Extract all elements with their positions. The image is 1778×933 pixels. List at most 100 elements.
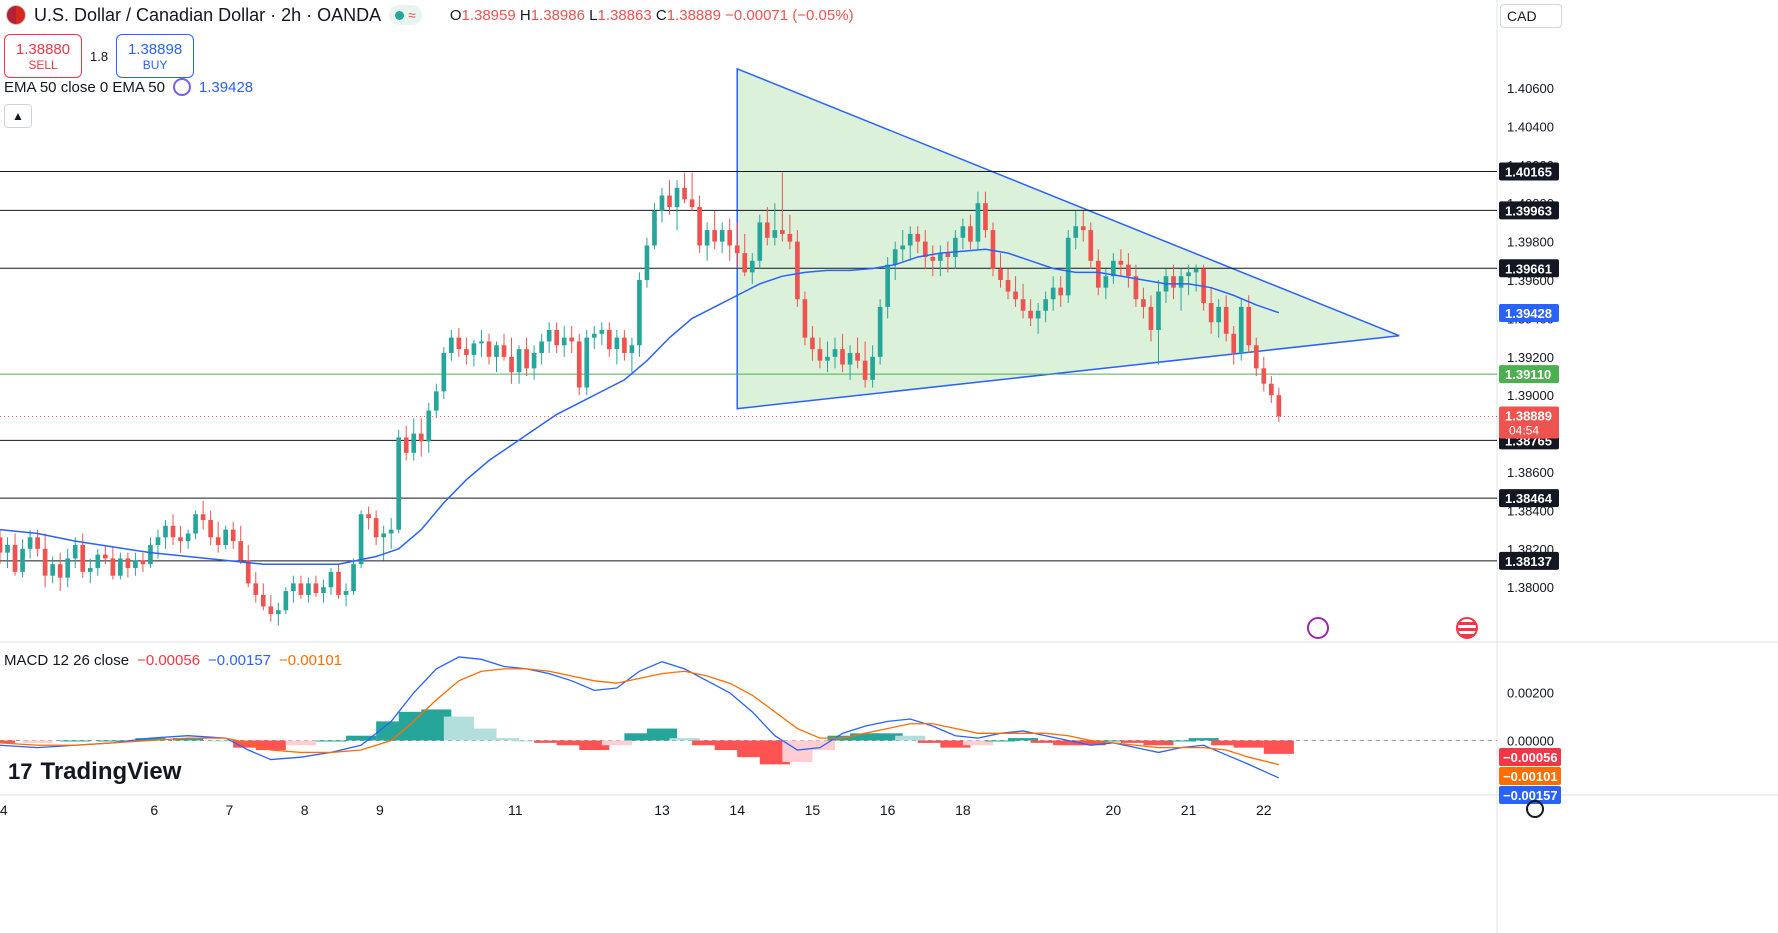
y-tick-label: 1.39200: [1507, 350, 1554, 365]
macd-histogram-bar: [1008, 738, 1039, 741]
candle-body: [193, 514, 198, 534]
candle-body: [12, 544, 18, 572]
candle-body: [298, 583, 304, 595]
candle-body: [840, 349, 845, 365]
wave-icon: ≈: [408, 7, 416, 23]
ema-50-line: [0, 248, 1280, 565]
candle-body: [486, 341, 492, 357]
macd-histogram-bar: [173, 738, 204, 741]
candle-body: [772, 230, 778, 238]
buy-button[interactable]: 1.38898 BUY: [116, 34, 195, 78]
ohlc-readout: O1.38959 H1.38986 L1.38863 C1.38889 −0.0…: [449, 6, 854, 24]
candle-body: [215, 537, 221, 545]
macd-histogram-bar: [315, 740, 347, 742]
symbol-title[interactable]: U.S. Dollar / Canadian Dollar · 2h · OAN…: [34, 4, 382, 25]
candle-body: [313, 583, 319, 593]
price-level-label: 1.39110: [1505, 367, 1551, 382]
y-tick-label: 1.38600: [1507, 465, 1554, 480]
candle-body: [35, 537, 40, 549]
buy-label: BUY: [142, 57, 168, 72]
y-tick-label: 1.40600: [1507, 81, 1554, 96]
candle-body: [637, 280, 642, 346]
candle-body: [983, 203, 988, 231]
candle-body: [449, 337, 454, 353]
candle-body: [1178, 276, 1184, 288]
macd-histogram-bar: [1143, 740, 1174, 746]
candle-body: [471, 343, 477, 355]
candle-body: [1080, 226, 1086, 231]
macd-value-tag: [1499, 767, 1561, 785]
candle-body: [1171, 276, 1176, 288]
ema-legend[interactable]: EMA 50 close 0 EMA 50 1.39428: [4, 78, 253, 96]
candle-body: [133, 560, 138, 569]
candle-body: [501, 345, 507, 357]
candle-body: [1148, 306, 1154, 330]
candle-body: [659, 195, 665, 211]
candle-body: [674, 187, 680, 208]
macd-histogram-bar: [1188, 738, 1219, 741]
macd-histogram-bar: [346, 735, 377, 741]
candle-body: [403, 437, 409, 453]
price-level-label: 1.39661: [1505, 261, 1552, 276]
candle-body: [907, 233, 913, 246]
sell-button[interactable]: 1.38880 SELL: [4, 34, 82, 78]
candle-body: [719, 230, 725, 242]
candle-body: [937, 253, 943, 261]
price-level-label: 1.39963: [1505, 203, 1552, 218]
price-level-tag: [1499, 162, 1559, 181]
macd-histogram-bar: [692, 740, 723, 746]
macd-histogram-bar: [624, 733, 655, 741]
candle-body: [351, 564, 356, 592]
macd-histogram-bar: [714, 740, 745, 751]
candle-body: [72, 544, 78, 559]
currency-selector[interactable]: CAD: [1500, 4, 1562, 28]
candle-body: [787, 233, 793, 242]
macd-legend[interactable]: MACD 12 26 close −0.00056 −0.00157 −0.00…: [4, 652, 342, 669]
market-open-icon: [395, 10, 405, 20]
macd-signal-line: [0, 668, 1279, 766]
candle-body: [1216, 306, 1221, 323]
candle-body: [682, 187, 687, 200]
candle-body: [524, 349, 529, 369]
macd-histogram-bar: [669, 738, 700, 741]
tradingview-logo[interactable]: 17 TradingView: [8, 758, 181, 786]
candle-body: [223, 529, 229, 545]
price-level-tag: [1499, 489, 1559, 508]
collapse-legend-button[interactable]: ▲: [4, 104, 32, 128]
candle-body: [1073, 226, 1079, 238]
candle-body: [336, 571, 341, 595]
candle-body: [734, 245, 740, 254]
candle-body: [1095, 260, 1101, 288]
candle-body: [343, 591, 349, 595]
candle-body: [764, 222, 770, 238]
y-tick-label: 1.38400: [1507, 503, 1554, 518]
macd-histogram-bar: [1098, 740, 1129, 742]
chevron-up-icon: ▲: [12, 109, 24, 123]
candle-body: [1028, 310, 1033, 319]
x-tick-label: 6: [150, 802, 158, 818]
candle-body: [118, 558, 123, 576]
candle-body: [1238, 306, 1244, 353]
candle-body: [509, 356, 514, 373]
sync-icon[interactable]: [172, 78, 191, 96]
macd-histogram-bar: [985, 740, 1016, 742]
macd-histogram-bar: [850, 733, 881, 741]
candle-body: [847, 352, 853, 365]
macd-line: [0, 656, 1280, 779]
candle-body: [1156, 291, 1161, 330]
candle-body: [591, 333, 597, 338]
lightning-event-icon[interactable]: [1307, 617, 1329, 639]
brand-name: TradingView: [40, 758, 182, 785]
macd-value-tag: [1499, 786, 1561, 804]
gear-icon[interactable]: [1526, 800, 1544, 818]
candle-body: [584, 337, 590, 388]
candle-body: [960, 226, 966, 238]
macd-histogram-bar: [556, 740, 587, 746]
price-level-tag: [1499, 551, 1559, 570]
us-flag-event-icon[interactable]: [1456, 617, 1478, 639]
market-status-badge[interactable]: ≈: [389, 5, 422, 25]
macd-histogram-bar: [895, 735, 926, 741]
candle-body: [291, 583, 296, 592]
y-tick-label: 1.38000: [1507, 580, 1554, 595]
